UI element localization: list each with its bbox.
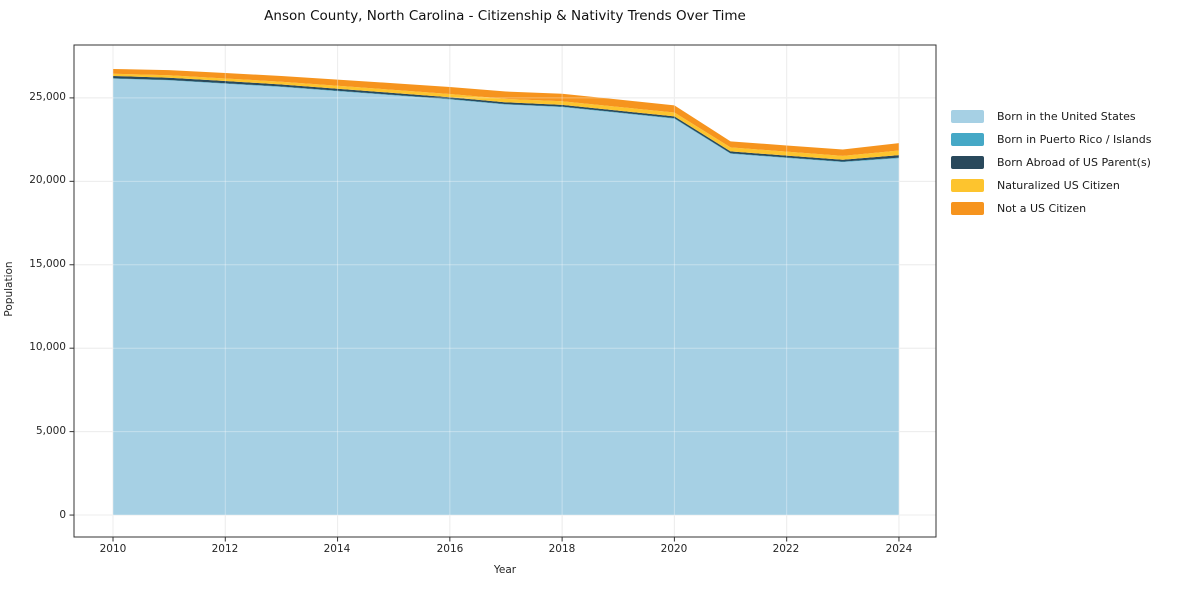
x-axis-label: Year (493, 564, 517, 576)
legend-item: Born in Puerto Rico / Islands (951, 128, 1151, 151)
legend-label: Born in Puerto Rico / Islands (997, 133, 1152, 146)
x-tick-label: 2010 (99, 543, 127, 555)
y-tick-label: 5,000 (35, 425, 66, 437)
chart-title: Anson County, North Carolina - Citizensh… (264, 8, 746, 24)
legend-label: Naturalized US Citizen (997, 179, 1120, 192)
legend-item: Born in the United States (951, 105, 1151, 128)
y-tick-label: 10,000 (29, 341, 66, 354)
x-tick-label: 2012 (211, 543, 239, 555)
x-tick-label: 2014 (323, 543, 351, 555)
legend-swatch-born-us (951, 110, 984, 123)
legend-swatch-born-abroad (951, 156, 984, 169)
legend-swatch-not-citizen (951, 202, 984, 215)
x-tick-label: 2022 (772, 543, 800, 555)
x-tick-label: 2024 (885, 543, 913, 555)
y-tick-label: 25,000 (29, 90, 66, 103)
y-tick-label: 20,000 (29, 174, 66, 186)
y-axis-label: Population (3, 261, 15, 317)
legend-item: Naturalized US Citizen (951, 174, 1151, 197)
legend-swatch-puerto-rico (951, 133, 984, 146)
legend-item: Not a US Citizen (951, 197, 1151, 220)
y-tick-label: 0 (59, 508, 66, 521)
legend-item: Born Abroad of US Parent(s) (951, 151, 1151, 174)
x-tick-label: 2016 (436, 543, 464, 555)
legend-label: Not a US Citizen (997, 202, 1087, 215)
x-tick-label: 2018 (548, 543, 576, 555)
legend-label: Born in the United States (997, 110, 1136, 123)
legend-label: Born Abroad of US Parent(s) (997, 156, 1151, 169)
x-tick-label: 2020 (660, 543, 688, 555)
y-tick-label: 15,000 (29, 257, 66, 270)
legend-swatch-naturalized (951, 179, 984, 192)
plot-area (69, 44, 937, 542)
legend: Born in the United States Born in Puerto… (951, 105, 1151, 220)
